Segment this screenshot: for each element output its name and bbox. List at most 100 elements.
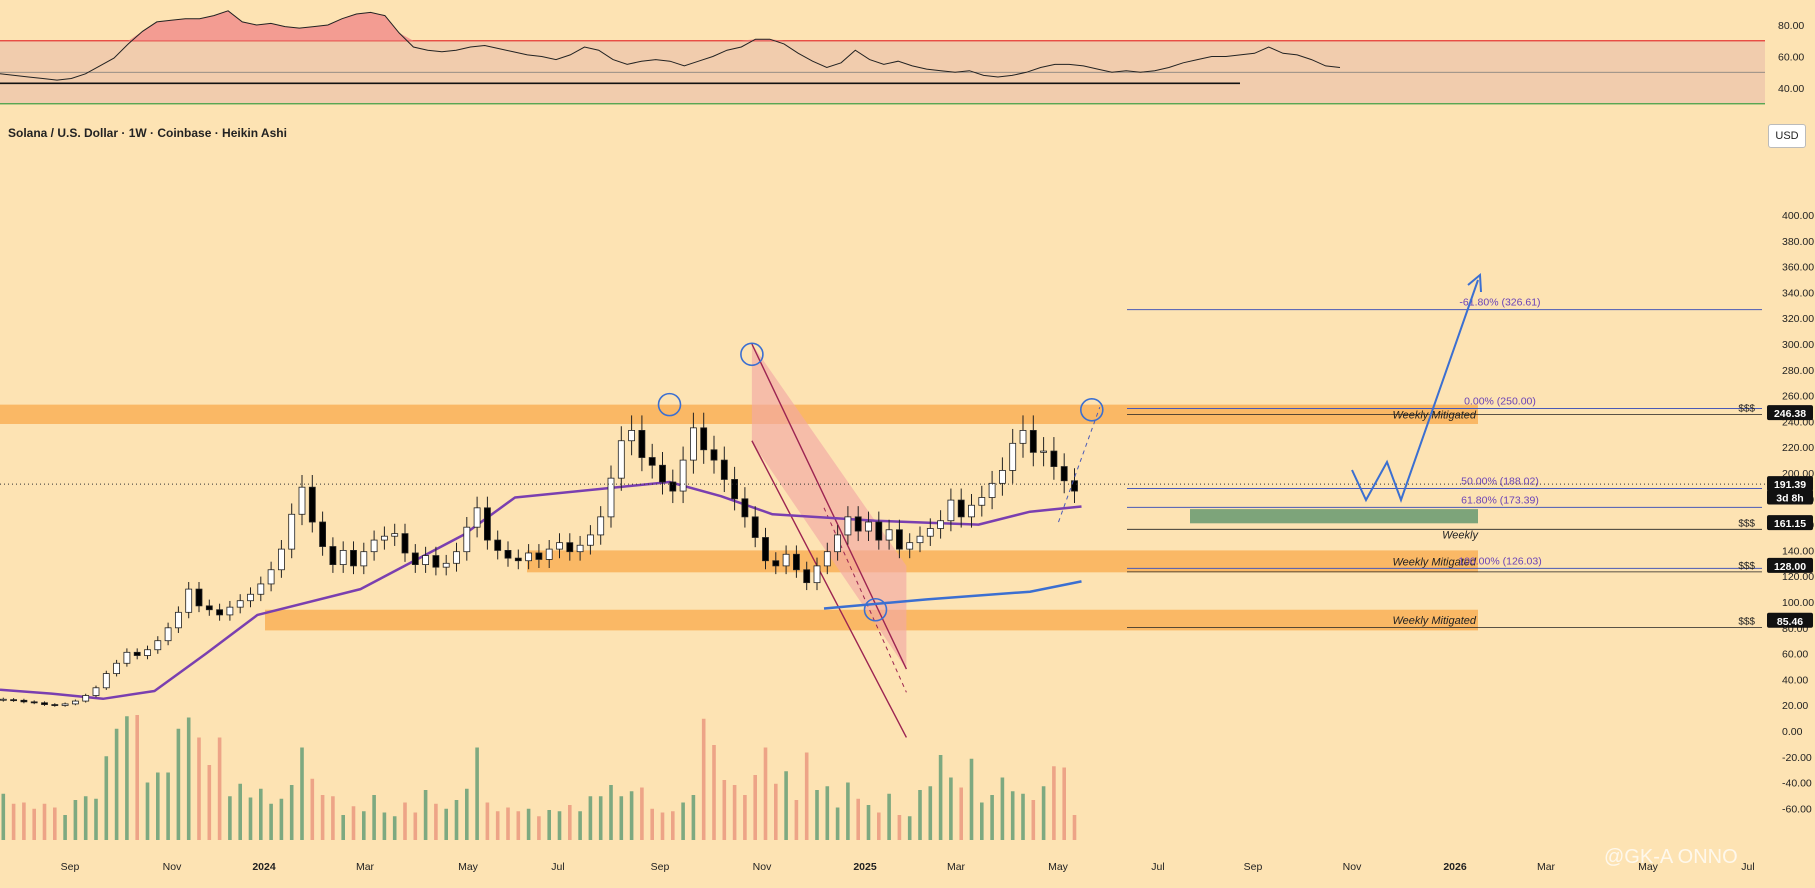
volume-bar <box>938 755 943 840</box>
candle-body <box>669 481 677 492</box>
price-tick-label: 260.00 <box>1782 391 1814 403</box>
candle-body <box>164 627 172 642</box>
volume-bar <box>166 772 170 840</box>
candle-body <box>751 516 759 538</box>
candle-body <box>834 534 841 553</box>
candle-body <box>1009 442 1017 471</box>
highlight-circle <box>1080 397 1104 422</box>
volume-bar <box>897 815 902 840</box>
channel-upper <box>751 343 908 670</box>
candle-body <box>123 651 131 664</box>
volume-bar <box>526 808 531 840</box>
price-tag-label: 161.15 <box>1774 518 1806 530</box>
candle-body <box>504 550 512 559</box>
candle-body <box>545 548 553 560</box>
candle-body <box>195 588 203 607</box>
candle-body <box>82 695 90 702</box>
volume-bar <box>846 782 850 840</box>
volume-bar <box>145 782 150 840</box>
candle-body <box>597 516 605 536</box>
zone-rect <box>1190 509 1478 524</box>
candle-body <box>20 699 28 703</box>
candle-body <box>1029 430 1037 453</box>
volume-bar <box>372 795 376 840</box>
candle-body <box>61 703 69 706</box>
currency-button[interactable]: USD <box>1768 124 1806 148</box>
watermark: @GK-A ONNO <box>1604 846 1738 868</box>
candle-body <box>741 498 749 518</box>
candle-body <box>174 611 182 629</box>
candle-body <box>350 550 357 567</box>
candle-body <box>1019 430 1027 444</box>
volume-bar <box>434 803 438 840</box>
volume-bar <box>990 795 994 840</box>
candle-body <box>391 533 399 537</box>
candle-body <box>72 700 79 705</box>
price-tag-bg <box>1767 405 1813 421</box>
volume-bar <box>619 796 624 840</box>
volume-bar <box>186 717 191 840</box>
volume-bar <box>83 796 88 840</box>
price-tick-label: 100.00 <box>1782 597 1814 609</box>
volume-bar <box>1031 800 1036 840</box>
volume-bar <box>907 816 912 840</box>
price-tick-label: -20.00 <box>1782 752 1812 764</box>
volume-bar <box>794 800 799 840</box>
x-axis-label: Sep <box>651 861 670 873</box>
volume-bar <box>753 775 757 840</box>
volume-bar <box>598 796 603 840</box>
volume-bar <box>197 737 201 840</box>
fib-label: 0.00% (250.00) <box>1464 396 1536 408</box>
candle-body <box>916 535 924 544</box>
volume-bar <box>53 807 57 840</box>
candle-body <box>453 551 460 564</box>
volume-bar <box>835 807 840 840</box>
volume-bar <box>804 752 809 840</box>
candle-body <box>556 542 563 550</box>
channel-lower <box>751 440 908 738</box>
candle-body <box>885 529 893 541</box>
volume-bar <box>506 807 510 840</box>
candle-body <box>1040 450 1047 453</box>
price-tick-label: 40.00 <box>1782 674 1808 686</box>
volume-bar <box>547 810 551 840</box>
volume-bar <box>784 771 788 840</box>
candle-body <box>947 499 955 522</box>
volume-bar <box>1041 786 1046 840</box>
liquidity-label: $$$ <box>1738 518 1755 529</box>
candle-body <box>298 486 306 515</box>
candle-body <box>690 427 697 461</box>
candle-body <box>1060 466 1068 482</box>
candle-body <box>185 588 193 613</box>
price-tag-bg <box>1767 557 1813 573</box>
x-axis-label: Jul <box>1151 861 1164 873</box>
candle-body <box>525 552 532 562</box>
highlight-circle <box>740 342 764 367</box>
candle-body <box>41 702 48 705</box>
volume-bar <box>207 765 212 840</box>
volume-bar <box>980 802 984 840</box>
candle-body <box>762 537 769 562</box>
volume-bar <box>444 808 448 840</box>
volume-bar <box>495 811 500 840</box>
x-axis-label: Nov <box>163 861 182 873</box>
volume-bar <box>104 756 109 840</box>
candle-body <box>102 673 110 689</box>
volume-bar <box>63 815 67 840</box>
volume-bar <box>866 805 871 840</box>
candle-body <box>772 560 780 567</box>
volume-bar <box>537 816 541 840</box>
volume-bar <box>557 811 562 840</box>
volume-bar <box>176 728 181 840</box>
candle-body <box>422 555 430 565</box>
volume-bar <box>269 803 273 840</box>
price-tag-label: 128.00 <box>1774 561 1806 573</box>
candle-body <box>926 528 934 537</box>
price-tag-label: 3d 8h <box>1776 493 1803 505</box>
volume-bar <box>825 786 830 840</box>
candle-body <box>648 457 656 466</box>
x-axis-label: 2025 <box>853 861 877 873</box>
volume-bar <box>568 805 572 840</box>
x-axis-label: Mar <box>356 861 375 873</box>
